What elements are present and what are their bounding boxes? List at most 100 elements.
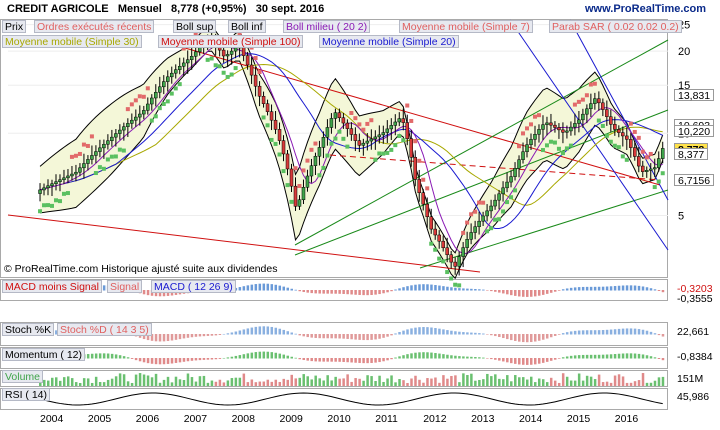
- momentum-bar: [270, 352, 274, 359]
- sar-dot: [548, 139, 553, 144]
- sar-dot: [161, 101, 166, 106]
- candle-body: [589, 103, 593, 110]
- volume-bar: [118, 373, 122, 386]
- stoch-bar: [597, 330, 601, 335]
- volume-bar: [58, 380, 62, 386]
- legend-item[interactable]: Moyenne mobile (Simple 20): [319, 35, 459, 48]
- sar-dot: [421, 177, 426, 182]
- sar-dot: [121, 148, 126, 153]
- macd-bar: [545, 290, 549, 294]
- candle-body: [660, 148, 665, 159]
- volume-bar: [549, 377, 553, 386]
- candle-body: [573, 123, 577, 128]
- volume-bar: [585, 375, 589, 386]
- macd-bar: [162, 290, 166, 297]
- volume-bar: [358, 378, 361, 386]
- stoch-bar: [390, 334, 393, 336]
- momentum-label[interactable]: Momentum ( 12): [2, 348, 86, 361]
- momentum-bar: [402, 355, 405, 359]
- legend-item[interactable]: Ordres exécutés récents: [34, 20, 155, 33]
- trendline-red-dashed: [329, 154, 661, 181]
- macd-bar: [418, 284, 421, 291]
- volume-bar: [134, 374, 138, 386]
- stoch-bar: [398, 332, 401, 335]
- candle-body: [481, 215, 485, 222]
- candle-body: [581, 113, 585, 121]
- volume-bar: [490, 376, 493, 386]
- candle-body: [285, 153, 290, 170]
- candle-body: [269, 111, 274, 121]
- sar-dot: [485, 229, 490, 234]
- stoch-bar: [370, 334, 373, 340]
- sar-dot: [457, 283, 462, 288]
- legend-item[interactable]: Prix: [2, 20, 27, 33]
- macd-bar: [262, 283, 266, 291]
- legend-item[interactable]: Parab SAR ( 0.02 0.02 0.2): [549, 20, 682, 33]
- macd-bar: [286, 287, 290, 291]
- candle-body: [189, 56, 194, 60]
- candle-body: [98, 147, 102, 152]
- stoch-bar: [278, 328, 282, 335]
- ma30-line: [39, 63, 663, 206]
- legend-item[interactable]: Boll milieu ( 20 2): [283, 20, 371, 33]
- momentum-bar: [94, 353, 98, 359]
- candle-body: [461, 247, 465, 257]
- volume-bar: [74, 382, 78, 386]
- stoch-bar: [565, 332, 569, 335]
- macd-bar: [553, 290, 557, 292]
- candle-body: [613, 124, 617, 130]
- candle-body: [429, 216, 433, 230]
- sar-dot: [109, 154, 114, 159]
- macd-label[interactable]: MACD moins Signal: [2, 280, 102, 293]
- sar-dot: [493, 217, 498, 222]
- legend-item[interactable]: Boll sup: [173, 20, 217, 33]
- sar-dot: [97, 165, 102, 170]
- momentum-bar: [609, 354, 613, 359]
- stoch-bar: [354, 334, 357, 340]
- bollinger-upper: [39, 25, 664, 254]
- legend-item[interactable]: Moyenne mobile (Simple 30): [2, 35, 142, 48]
- sar-dot: [477, 200, 482, 205]
- macd-bar: [246, 285, 250, 291]
- macd-bar: [306, 290, 309, 293]
- macd-bar: [482, 289, 485, 291]
- sar-dot: [321, 165, 326, 170]
- candle-body: [126, 123, 130, 127]
- momentum-bar: [569, 355, 573, 359]
- sar-dot: [560, 151, 565, 156]
- candle-body: [637, 156, 641, 167]
- stoch-bar: [366, 334, 369, 341]
- sar-dot: [209, 56, 214, 61]
- momentum-bar: [278, 353, 282, 359]
- stoch-label[interactable]: Stoch %D ( 14 3 5): [57, 323, 152, 336]
- channel-green-1: [294, 39, 669, 246]
- macd-label[interactable]: MACD ( 12 26 9): [151, 280, 236, 293]
- legend-item[interactable]: Moyenne mobile (Simple 100): [158, 35, 304, 48]
- momentum-bar: [589, 354, 593, 359]
- stoch-bar: [322, 334, 325, 339]
- momentum-bar: [601, 354, 605, 359]
- macd-bar: [302, 290, 305, 293]
- volume-bar: [210, 380, 214, 386]
- sar-dot: [61, 191, 66, 196]
- momentum-bar: [649, 356, 653, 359]
- macd-label[interactable]: Signal: [107, 280, 143, 293]
- legend-item[interactable]: Moyenne mobile (Simple 7): [399, 20, 533, 33]
- rsi-label[interactable]: RSI ( 14): [2, 388, 51, 401]
- sar-dot: [624, 157, 629, 162]
- volume-bar: [174, 376, 178, 386]
- sar-dot: [389, 147, 394, 152]
- candle-body: [453, 261, 457, 267]
- sar-dot: [612, 143, 617, 148]
- legend-item[interactable]: Boll inf: [228, 20, 266, 33]
- momentum-bar: [533, 358, 537, 365]
- stoch-label[interactable]: Stoch %K: [2, 323, 55, 336]
- volume-bar: [318, 378, 321, 386]
- candle-body: [150, 97, 154, 105]
- volume-bar: [182, 380, 186, 386]
- sar-dot: [576, 99, 581, 104]
- volume-label[interactable]: Volume: [2, 370, 44, 383]
- macd-bar: [358, 290, 361, 295]
- stoch-bar: [294, 333, 297, 335]
